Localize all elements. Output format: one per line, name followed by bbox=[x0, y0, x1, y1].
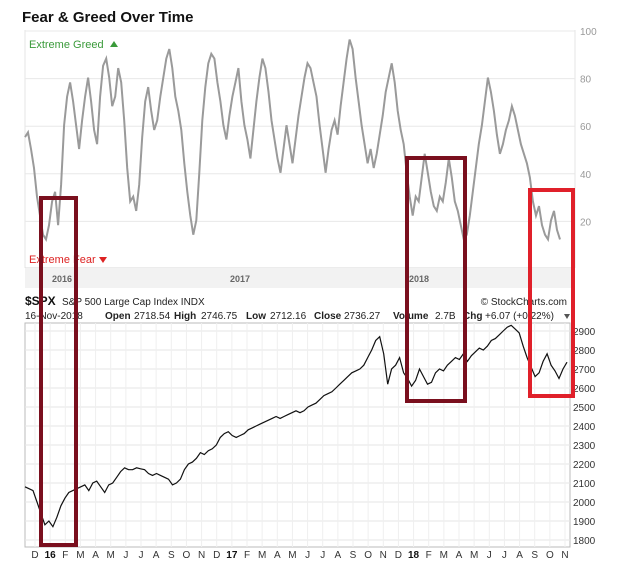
spx-low-label: Low bbox=[246, 311, 266, 322]
spx-y-tick-label: 2200 bbox=[573, 460, 596, 471]
spx-y-tick-label: 2400 bbox=[573, 422, 596, 433]
spx-y-tick-label: 2300 bbox=[573, 441, 596, 452]
spx-x-tick-label: M bbox=[258, 550, 266, 561]
fg-year-label-2018: 2018 bbox=[409, 274, 429, 284]
spx-close-value: 2736.27 bbox=[344, 311, 381, 322]
spx-x-axis: D 16 F M A M J J A S O N D 17 F M A M J J A S O N D 18 F M A M J J A S O N bbox=[31, 550, 568, 561]
spx-x-tick-label: F bbox=[62, 550, 68, 561]
stockcharts-credit: © StockCharts.com bbox=[481, 297, 567, 308]
spx-x-tick-label: J bbox=[123, 550, 128, 561]
spx-x-tick-label: A bbox=[274, 550, 281, 561]
spx-x-tick-label: O bbox=[364, 550, 372, 561]
spx-x-tick-label: M bbox=[440, 550, 448, 561]
spx-x-tick-label: J bbox=[502, 550, 507, 561]
spx-x-tick-label: S bbox=[168, 550, 175, 561]
spx-open-value: 2718.54 bbox=[134, 311, 171, 322]
fear-greed-series-line bbox=[24, 39, 561, 243]
spx-y-tick-label: 2800 bbox=[573, 346, 596, 357]
spx-y-tick-label: 2500 bbox=[573, 403, 596, 414]
extreme-fear-label: Extreme Fear bbox=[29, 254, 96, 266]
spx-plot-frame bbox=[24, 322, 571, 548]
fg-y-tick-label: 20 bbox=[580, 217, 592, 228]
fg-y-tick-label: 100 bbox=[580, 27, 597, 38]
spx-x-tick-label: J bbox=[487, 550, 492, 561]
spx-x-tick-label: F bbox=[244, 550, 250, 561]
spx-x-tick-label: S bbox=[531, 550, 538, 561]
spx-grid bbox=[25, 323, 570, 547]
page-title: Fear & Greed Over Time bbox=[22, 9, 193, 26]
spx-x-tick-label: A bbox=[456, 550, 463, 561]
spx-x-tick-label: O bbox=[546, 550, 554, 561]
fg-y-tick-label: 80 bbox=[580, 75, 592, 86]
spx-date: 16-Nov-2018 bbox=[25, 311, 83, 322]
spx-x-tick-label: M bbox=[288, 550, 296, 561]
spx-x-tick-label: A bbox=[335, 550, 342, 561]
spx-x-tick-label: 17 bbox=[226, 550, 238, 561]
spx-y-tick-label: 2000 bbox=[573, 498, 596, 509]
spx-high-value: 2746.75 bbox=[201, 311, 238, 322]
spx-x-tick-label: M bbox=[470, 550, 478, 561]
spx-x-tick-label: S bbox=[350, 550, 357, 561]
highlight-box-2016 bbox=[39, 196, 78, 547]
fg-y-axis: 20 40 60 80 100 bbox=[580, 27, 597, 228]
spx-x-tick-label: O bbox=[183, 550, 191, 561]
spx-x-tick-label: 18 bbox=[408, 550, 420, 561]
triangle-down-icon bbox=[99, 257, 107, 263]
spx-y-tick-label: 2100 bbox=[573, 479, 596, 490]
spx-y-tick-label: 2900 bbox=[573, 327, 596, 338]
fear-greed-panel: 20 40 60 80 100 Extreme Greed Extreme Fear 2… bbox=[24, 27, 597, 288]
spx-x-tick-label: N bbox=[380, 550, 387, 561]
spx-open-label: Open bbox=[105, 311, 131, 322]
spx-x-tick-label: J bbox=[139, 550, 144, 561]
spx-y-axis: 1800 1900 2000 2100 2200 2300 2400 2500 2600 2700… bbox=[573, 327, 596, 547]
fg-y-tick-label: 60 bbox=[580, 122, 592, 133]
fg-year-strip bbox=[25, 268, 575, 288]
spx-x-tick-label: A bbox=[92, 550, 99, 561]
spx-close-label: Close bbox=[314, 311, 342, 322]
spx-y-tick-label: 2700 bbox=[573, 365, 596, 376]
spx-x-tick-label: D bbox=[213, 550, 220, 561]
spx-x-tick-label: D bbox=[31, 550, 38, 561]
spx-x-tick-label: N bbox=[561, 550, 568, 561]
spx-x-tick-label: J bbox=[305, 550, 310, 561]
spx-y-tick-label: 1800 bbox=[573, 536, 596, 547]
fg-year-label-2017: 2017 bbox=[230, 274, 250, 284]
highlight-box-2018-feb bbox=[405, 156, 467, 403]
fg-grid bbox=[25, 30, 575, 222]
spx-x-tick-label: A bbox=[153, 550, 160, 561]
fg-y-tick-label: 40 bbox=[580, 170, 592, 181]
spx-x-tick-label: M bbox=[76, 550, 84, 561]
spx-chg-value: +6.07 (+0.22%) bbox=[485, 311, 554, 322]
spx-series-line bbox=[24, 324, 568, 528]
spx-y-tick-label: 1900 bbox=[573, 517, 596, 528]
spx-x-tick-label: 16 bbox=[45, 550, 57, 561]
spx-x-tick-label: F bbox=[426, 550, 432, 561]
spx-name: S&P 500 Large Cap Index INDX bbox=[62, 297, 205, 308]
spx-x-tick-label: D bbox=[395, 550, 402, 561]
extreme-greed-label: Extreme Greed bbox=[29, 39, 104, 51]
spx-high-label: High bbox=[174, 311, 196, 322]
spx-x-tick-label: M bbox=[107, 550, 115, 561]
spx-volume-value: 2.7B bbox=[435, 311, 456, 322]
spx-y-tick-label: 2600 bbox=[573, 384, 596, 395]
triangle-up-icon bbox=[110, 41, 118, 47]
chevron-down-icon bbox=[564, 314, 570, 319]
highlight-box-2018-oct bbox=[528, 188, 575, 398]
spx-x-tick-label: A bbox=[516, 550, 523, 561]
spx-volume-label: Volume bbox=[393, 311, 429, 322]
spx-x-tick-label: J bbox=[320, 550, 325, 561]
spx-x-tick-label: N bbox=[198, 550, 205, 561]
spx-panel: $SPX S&P 500 Large Cap Index INDX © Stoc… bbox=[24, 294, 596, 561]
fg-year-label-2016: 2016 bbox=[52, 274, 72, 284]
spx-low-value: 2712.16 bbox=[270, 311, 307, 322]
spx-chg-label: Chg bbox=[463, 311, 482, 322]
